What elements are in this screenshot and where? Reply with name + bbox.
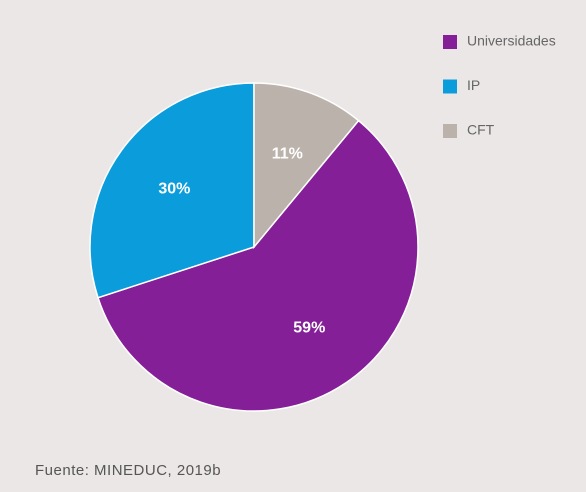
legend-swatch xyxy=(443,124,457,138)
pie-slice xyxy=(89,82,255,299)
source: Fuente: MINEDUC, 2019b xyxy=(35,462,221,479)
pie-slice xyxy=(97,119,419,412)
slice-label: 11% xyxy=(272,146,303,163)
pie-slice xyxy=(253,82,360,250)
slice-label: 30% xyxy=(158,180,190,197)
slice-label: 59% xyxy=(293,320,325,337)
legend-swatch xyxy=(443,35,457,49)
legend-label: CFT xyxy=(467,122,495,138)
legend-label: Universidades xyxy=(467,33,556,49)
legend-label: IP xyxy=(467,77,480,93)
legend-swatch xyxy=(443,79,457,94)
